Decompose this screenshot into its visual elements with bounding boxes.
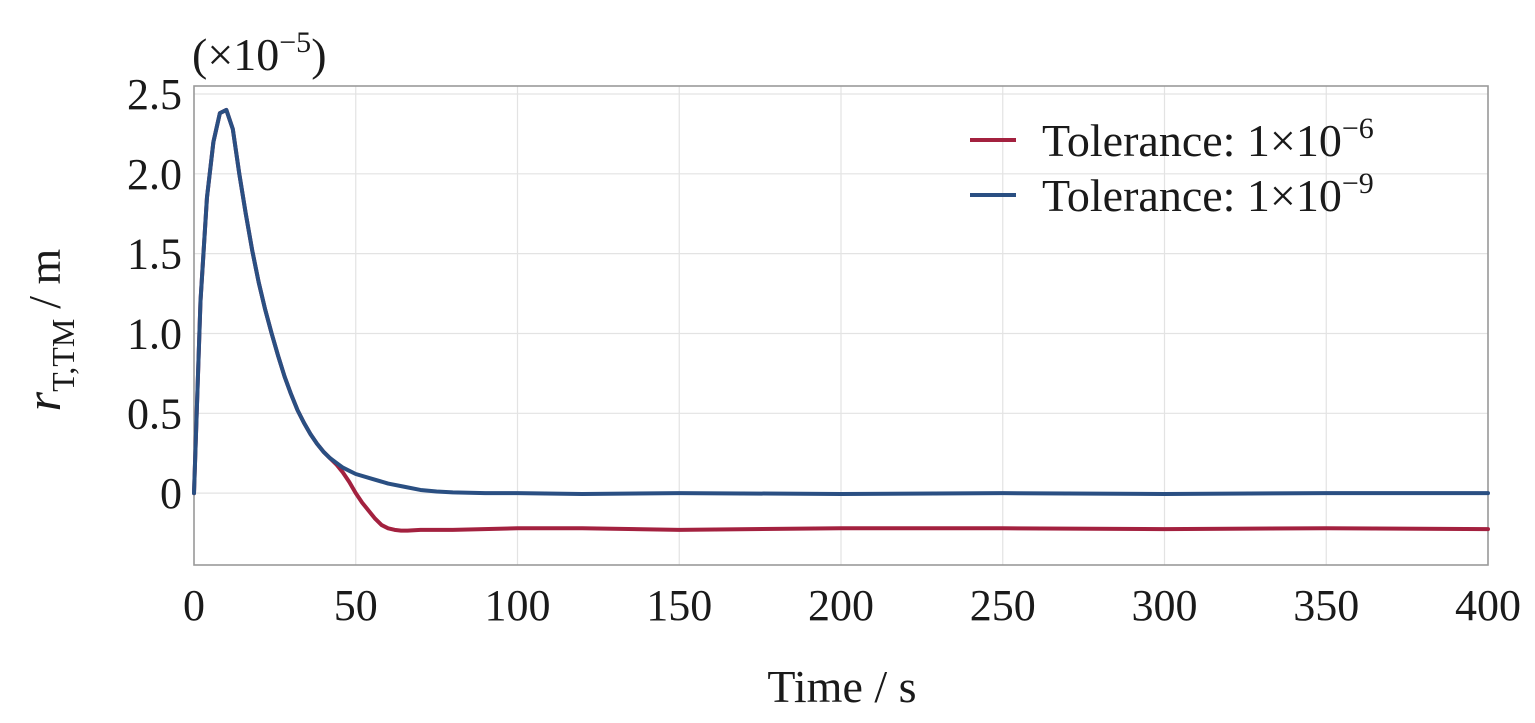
x-axis-label: Time / s	[767, 661, 916, 712]
y-multiplier-suffix: )	[311, 29, 326, 80]
legend-label-2: Tolerance: 1×10−9	[1042, 167, 1374, 221]
x-tick-label: 200	[808, 581, 874, 630]
plot-frame	[193, 85, 1489, 566]
legend-label-exponent: −9	[1342, 167, 1374, 200]
x-tick-labels: 0 50 100 150 200 250 300 350 400	[183, 581, 1521, 630]
y-tick-label: 0	[160, 469, 182, 518]
y-tick-label: 2.5	[127, 70, 182, 119]
series-line-2	[192, 107, 1490, 496]
y-multiplier-exponent: −5	[279, 26, 311, 59]
x-tick-label: 0	[183, 581, 205, 630]
x-tick-label: 350	[1293, 581, 1359, 630]
y-tick-label: 1.0	[127, 309, 182, 358]
x-tick-label: 50	[334, 581, 378, 630]
legend-label-main: Tolerance: 1×10	[1042, 170, 1342, 221]
y-axis-label: rT,TM / m	[15, 248, 81, 411]
legend-label-exponent: −6	[1342, 112, 1374, 145]
y-tick-labels: 0 0.5 1.0 1.5 2.0 2.5	[127, 70, 182, 518]
x-tick-label: 150	[646, 581, 712, 630]
legend-label-main: Tolerance: 1×10	[1042, 115, 1342, 166]
y-axis-label-main: r	[15, 391, 71, 411]
y-multiplier-label: (×10−5)	[192, 26, 327, 80]
legend-label-1: Tolerance: 1×10−6	[1042, 112, 1374, 166]
y-multiplier-prefix: (×10	[192, 29, 279, 80]
y-tick-label: 1.5	[127, 230, 182, 279]
y-axis-label-subscript: T,TM	[45, 319, 81, 392]
x-tick-label: 100	[485, 581, 551, 630]
y-tick-label: 2.0	[127, 150, 182, 199]
x-tick-label: 250	[970, 581, 1036, 630]
x-tick-label: 300	[1132, 581, 1198, 630]
x-tick-label: 400	[1455, 581, 1521, 630]
series-layer	[192, 107, 1490, 533]
y-tick-label: 0.5	[127, 389, 182, 438]
y-axis-label-unit: / m	[19, 248, 70, 308]
